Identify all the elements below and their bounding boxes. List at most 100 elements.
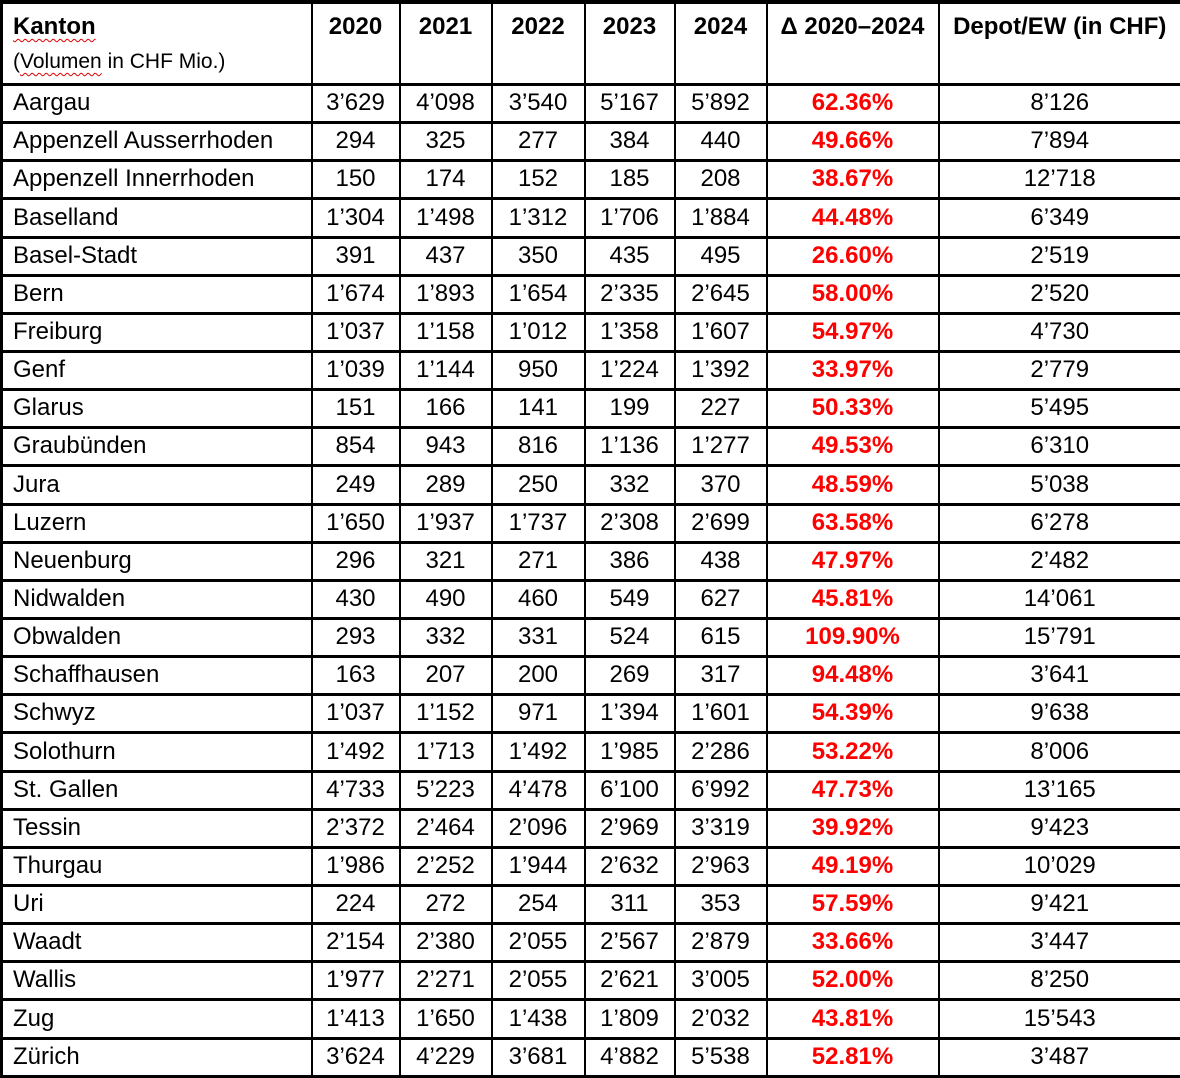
year-value-cell: 1’413 [310,998,401,1040]
kanton-name-cell: Wallis [0,960,313,1002]
year-value-cell: 2’632 [583,845,676,887]
year-value-cell: 627 [673,578,768,620]
year-value-cell: 5’892 [673,82,768,125]
year-value-cell: 1’037 [310,311,401,353]
table-row: Genf 1’039 1’144 950 1’224 1’392 33.97% 2’779 [0,349,1180,392]
table-row: Basel-Stadt 391 437 350 435 495 26.60% 2’519 [0,235,1180,277]
year-value-cell: 2’308 [583,502,676,544]
kanton-name-cell: Appenzell Ausserrhoden [0,121,313,163]
year-value-cell: 2’055 [490,922,586,964]
year-value-cell: 2’963 [673,845,768,887]
year-value-cell: 4’229 [398,1036,493,1078]
year-value-cell: 2’271 [398,960,493,1002]
year-value-cell: 269 [583,655,676,697]
kanton-name-cell: Baselland [0,197,313,239]
year-value-cell: 1’654 [490,273,586,315]
table-header: Kanton (Volumen in CHF Mio.) 2020 2021 2… [0,0,1180,86]
table-row: Thurgau 1’986 2’252 1’944 2’632 2’963 49.19% 10… [0,845,1180,887]
header-cell-kanton: Kanton (Volumen in CHF Mio.) [0,0,313,86]
kanton-column-subtitle: (Volumen in CHF Mio.) [13,49,310,74]
year-value-cell: 1’358 [583,311,676,353]
delta-percent-cell: 33.66% [765,922,940,964]
header-cell-year-2020: 2020 [310,0,401,86]
year-value-cell: 370 [673,464,768,506]
year-value-cell: 6’100 [583,769,676,811]
year-value-cell: 1’037 [310,693,401,735]
kanton-name-cell: Glarus [0,388,313,430]
year-value-cell: 185 [583,159,676,201]
year-value-cell: 271 [490,540,586,582]
year-value-cell: 311 [583,883,676,926]
year-value-cell: 332 [583,464,676,506]
year-value-cell: 1’438 [490,998,586,1040]
kanton-name-cell: Uri [0,883,313,926]
table-row: Luzern 1’650 1’937 1’737 2’308 2’699 63.58% 6’2… [0,502,1180,544]
year-value-cell: 1’277 [673,426,768,468]
year-value-cell: 1’152 [398,693,493,735]
year-value-cell: 2’154 [310,922,401,964]
year-value-cell: 1’674 [310,273,401,315]
year-value-cell: 943 [398,426,493,468]
year-value-cell: 1’312 [490,197,586,239]
year-value-cell: 1’650 [398,998,493,1040]
table-row: Wallis 1’977 2’271 2’055 2’621 3’005 52.00% 8’2… [0,960,1180,1002]
year-value-cell: 460 [490,578,586,620]
year-value-cell: 1’492 [310,731,401,773]
depot-per-ew-cell: 3’641 [937,655,1180,697]
year-value-cell: 1’737 [490,502,586,544]
kanton-name-cell: Nidwalden [0,578,313,620]
year-value-cell: 1’492 [490,731,586,773]
year-value-cell: 971 [490,693,586,735]
year-value-cell: 437 [398,235,493,277]
delta-percent-cell: 44.48% [765,197,940,239]
year-value-cell: 2’372 [310,807,401,849]
year-value-cell: 1’713 [398,731,493,773]
kanton-name-cell: Thurgau [0,845,313,887]
table-row: Neuenburg 296 321 271 386 438 47.97% 2’482 [0,540,1180,582]
table-row: Nidwalden 430 490 460 549 627 45.81% 14’061 [0,578,1180,620]
year-value-cell: 207 [398,655,493,697]
table-row: Tessin 2’372 2’464 2’096 2’969 3’319 39.92% 9’4… [0,807,1180,849]
year-value-cell: 2’055 [490,960,586,1002]
delta-percent-cell: 49.19% [765,845,940,887]
kanton-name-cell: Graubünden [0,426,313,468]
header-cell-year-2024: 2024 [673,0,768,86]
year-value-cell: 163 [310,655,401,697]
year-value-cell: 208 [673,159,768,201]
year-value-cell: 331 [490,616,586,659]
year-value-cell: 350 [490,235,586,277]
year-value-cell: 2’645 [673,273,768,315]
year-value-cell: 1’706 [583,197,676,239]
kanton-name-cell: Basel-Stadt [0,235,313,277]
depot-per-ew-cell: 15’791 [937,616,1180,659]
year-value-cell: 2’567 [583,922,676,964]
delta-percent-cell: 48.59% [765,464,940,506]
year-value-cell: 249 [310,464,401,506]
depot-per-ew-cell: 3’447 [937,922,1180,964]
kanton-name-cell: Zürich [0,1036,313,1078]
year-value-cell: 325 [398,121,493,163]
year-value-cell: 430 [310,578,401,620]
year-value-cell: 321 [398,540,493,582]
depot-per-ew-cell: 6’278 [937,502,1180,544]
year-value-cell: 250 [490,464,586,506]
delta-percent-cell: 54.97% [765,311,940,353]
year-value-cell: 524 [583,616,676,659]
delta-percent-cell: 33.97% [765,349,940,392]
depot-per-ew-cell: 8’250 [937,960,1180,1002]
year-value-cell: 2’286 [673,731,768,773]
year-value-cell: 3’005 [673,960,768,1002]
year-value-cell: 6’992 [673,769,768,811]
depot-per-ew-cell: 2’482 [937,540,1180,582]
year-value-cell: 317 [673,655,768,697]
kanton-subtitle-suffix: in CHF Mio.) [101,49,226,73]
delta-percent-cell: 43.81% [765,998,940,1040]
year-value-cell: 1’158 [398,311,493,353]
year-value-cell: 2’699 [673,502,768,544]
table-row: St. Gallen 4’733 5’223 4’478 6’100 6’992 47.73… [0,769,1180,811]
year-value-cell: 1’039 [310,349,401,392]
year-value-cell: 3’629 [310,82,401,125]
year-value-cell: 277 [490,121,586,163]
year-value-cell: 1’498 [398,197,493,239]
table-row: Bern 1’674 1’893 1’654 2’335 2’645 58.00% 2’520 [0,273,1180,315]
